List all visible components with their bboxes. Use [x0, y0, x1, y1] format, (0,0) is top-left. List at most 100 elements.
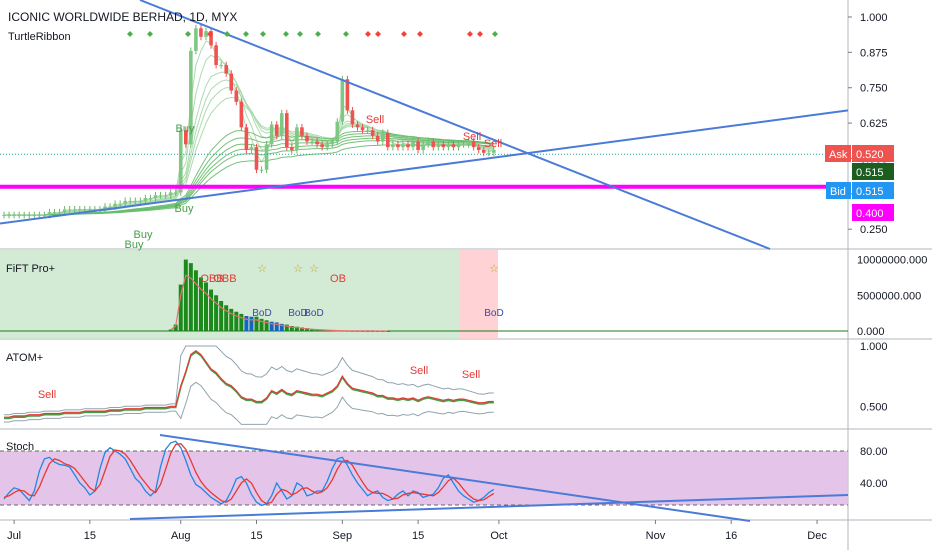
time-tick-label: Sep [333, 530, 353, 542]
ribbon-line [4, 144, 494, 216]
candle-body [441, 144, 446, 148]
signal-diamond [147, 31, 153, 37]
atom-label: ATOM+ [6, 352, 43, 364]
bod-label: BoD [288, 308, 307, 319]
atom-panel: Sell Sell Sell [4, 345, 494, 425]
candle-body [72, 209, 77, 211]
candle-body [184, 130, 188, 145]
candle-body [300, 127, 304, 136]
ask-label: Ask [829, 149, 848, 161]
candle-body [466, 141, 471, 145]
candle-body [67, 209, 72, 211]
candle-body [143, 198, 148, 201]
candle-body [239, 101, 244, 128]
buy-label: Buy [175, 203, 194, 215]
candle-body [103, 206, 107, 210]
price-tick-label: 0.875 [860, 47, 888, 59]
candle-body [487, 152, 491, 154]
fift-bg-red [460, 250, 498, 339]
buy-label: Buy [125, 239, 144, 251]
candle-body [83, 209, 87, 211]
bod-label: BoD [252, 308, 271, 319]
candle-body [199, 28, 203, 37]
time-tick-label: Aug [171, 530, 191, 542]
candle-body [279, 113, 284, 136]
candle-body [249, 147, 254, 150]
candle-body [396, 144, 400, 148]
candle-body [355, 124, 360, 128]
fift-bar [274, 322, 279, 331]
candle-body [234, 90, 239, 102]
stoch-tick-label: 40.00 [860, 478, 888, 490]
sell-label: Sell [462, 369, 480, 381]
candle-body [416, 141, 420, 150]
candle-body [113, 203, 117, 207]
atom-upper-band [4, 345, 494, 416]
candle-body [451, 144, 456, 148]
ribbon-line [4, 79, 494, 216]
candle-body [57, 212, 62, 214]
fift-bar [198, 277, 203, 331]
candle-body [178, 130, 183, 193]
star-icon: ☆ [309, 263, 319, 275]
candle-body [305, 135, 309, 142]
signal-diamond [365, 31, 371, 37]
candle-body [411, 141, 415, 148]
candle-body [370, 130, 375, 136]
candle-body [244, 127, 249, 150]
fift-bar [269, 321, 274, 331]
star-icon: ☆ [293, 263, 303, 275]
fift-bar [168, 329, 173, 331]
time-tick-label: 16 [725, 530, 737, 542]
axes: 1.0000.8750.7500.6250.5000.3750.250Ask0.… [7, 12, 927, 542]
stoch-k-line [3, 440, 495, 507]
trendline-rising [0, 109, 849, 225]
fift-label: FiFT Pro+ [6, 263, 55, 275]
time-tick-label: 15 [250, 530, 262, 542]
candle-body [123, 200, 127, 204]
candle-body [401, 144, 405, 148]
candle-body [219, 65, 223, 67]
candle-body [133, 200, 138, 202]
candle-body [386, 132, 390, 148]
fift-bar [254, 316, 259, 331]
stoch-d-line [3, 443, 495, 505]
sell-label: Sell [38, 389, 56, 401]
stoch-tick-label: 80.00 [860, 446, 888, 458]
candle-body [158, 195, 163, 197]
level-value: 0.400 [856, 208, 884, 220]
candle-body [88, 209, 92, 211]
bod-label: BoD [484, 308, 503, 319]
candle-body [264, 144, 269, 170]
candle-body [391, 144, 395, 148]
bid-label: Bid [830, 186, 846, 198]
buy-label: Buy [176, 123, 195, 135]
fift-bar [173, 324, 178, 331]
signal-diamond [283, 31, 289, 37]
fift-bar [204, 282, 208, 331]
fift-bar [310, 328, 315, 331]
candle-body [148, 198, 153, 200]
ob-label: OBB [200, 273, 223, 285]
candle-body [42, 215, 47, 217]
signal-diamond [467, 31, 473, 37]
bid-label-bg [826, 182, 851, 199]
atom-tick-label: 1.000 [860, 341, 888, 353]
candle-body [461, 144, 466, 146]
candle-body [290, 147, 294, 150]
candle-body [214, 45, 218, 66]
star-icon: ☆ [489, 263, 499, 275]
candle-body [27, 215, 32, 217]
fift-bar [305, 328, 309, 331]
candle-body [330, 141, 335, 145]
candle-body [492, 149, 496, 153]
candle-body [194, 28, 198, 51]
candle-body [274, 124, 279, 136]
candle-body [153, 195, 158, 199]
fift-bar [219, 301, 224, 331]
ob-label: OB [330, 273, 346, 285]
ribbon-line [4, 87, 494, 216]
fift-bar [193, 270, 198, 331]
signal-diamond [185, 31, 191, 37]
